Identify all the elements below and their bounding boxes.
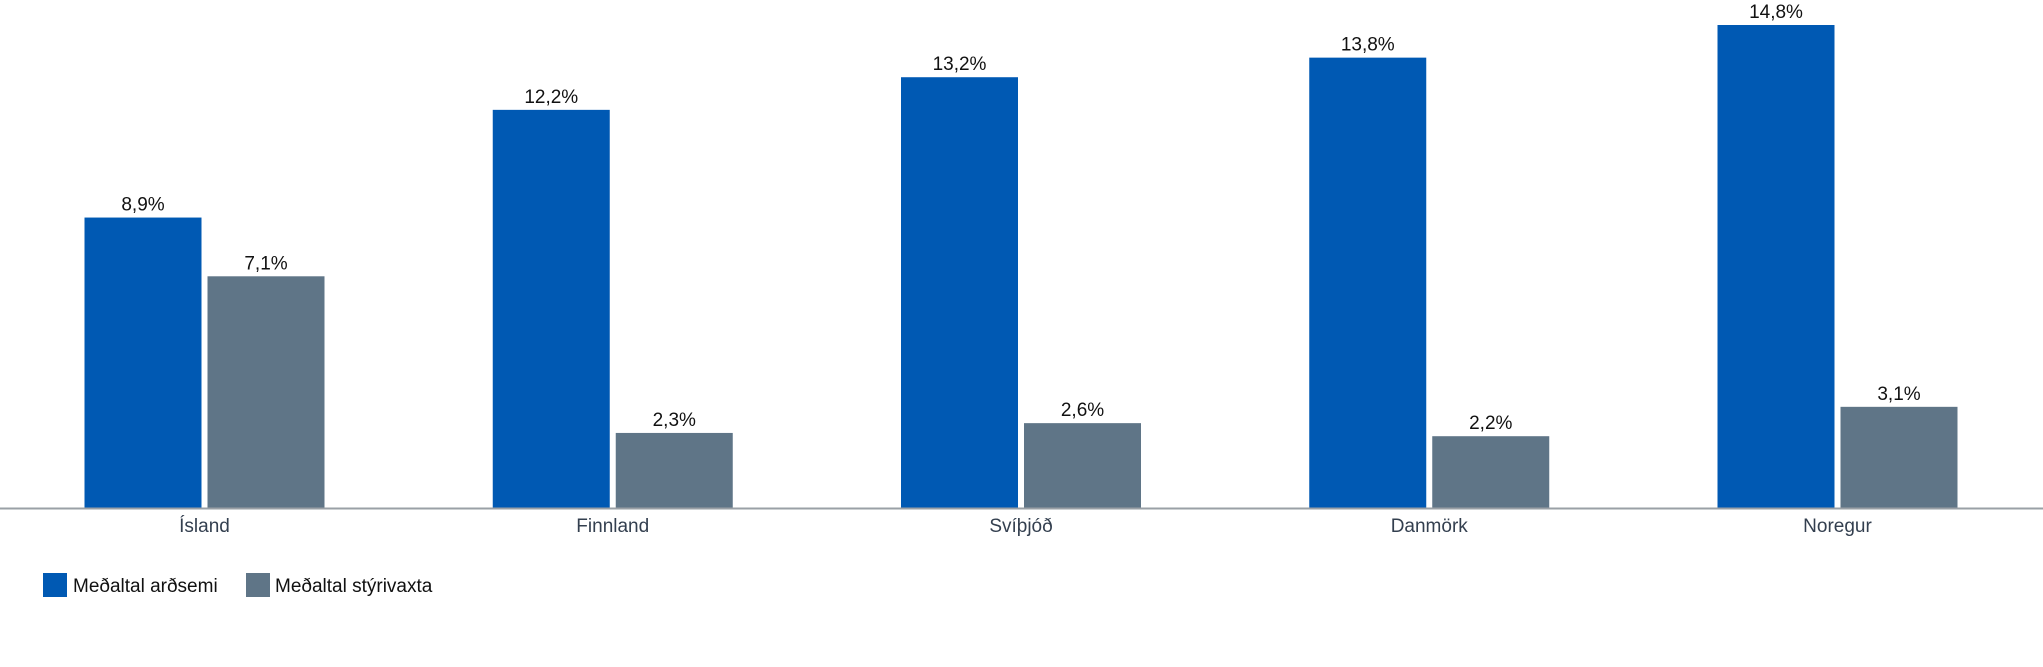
data-label-1-3: 2,2% xyxy=(1469,413,1512,434)
bar-0-4 xyxy=(1717,25,1835,508)
category-label: Danmörk xyxy=(1391,516,1469,537)
legend: Meðaltal arðsemi Meðaltal stýrivaxta xyxy=(43,573,433,597)
data-label-0-4: 14,8% xyxy=(1749,2,1803,23)
bar-1-1 xyxy=(615,432,733,508)
bar-1-3 xyxy=(1432,436,1550,508)
category-label: Finnland xyxy=(576,516,649,537)
bars xyxy=(84,25,1958,509)
bar-0-1 xyxy=(492,109,610,508)
bar-0-3 xyxy=(1309,57,1427,509)
bar-1-4 xyxy=(1840,406,1958,508)
legend-swatch-0 xyxy=(43,573,67,597)
data-label-0-3: 13,8% xyxy=(1341,35,1395,56)
legend-label-0: Meðaltal arðsemi xyxy=(73,576,218,597)
data-label-1-0: 7,1% xyxy=(244,253,287,274)
data-label-0-1: 12,2% xyxy=(524,87,578,108)
bar-0-0 xyxy=(84,217,202,508)
bar-1-0 xyxy=(207,276,325,508)
bar-0-2 xyxy=(901,77,1018,508)
labels: 8,9% 7,1% Ísland 12,2% 2,3% Finnland 13,2% 2,6%… xyxy=(121,2,1920,537)
data-label-0-0: 8,9% xyxy=(121,195,164,216)
data-label-1-2: 2,6% xyxy=(1061,400,1104,421)
category-label: Noregur xyxy=(1803,516,1872,537)
legend-label-1: Meðaltal stýrivaxta xyxy=(275,576,433,597)
legend-swatch-1 xyxy=(246,573,270,597)
category-label: Svíþjóð xyxy=(989,516,1052,537)
data-label-1-1: 2,3% xyxy=(653,410,696,431)
data-label-1-4: 3,1% xyxy=(1877,384,1920,405)
data-label-0-2: 13,2% xyxy=(933,54,987,75)
category-label: Ísland xyxy=(179,516,230,537)
bar-1-2 xyxy=(1024,423,1141,508)
